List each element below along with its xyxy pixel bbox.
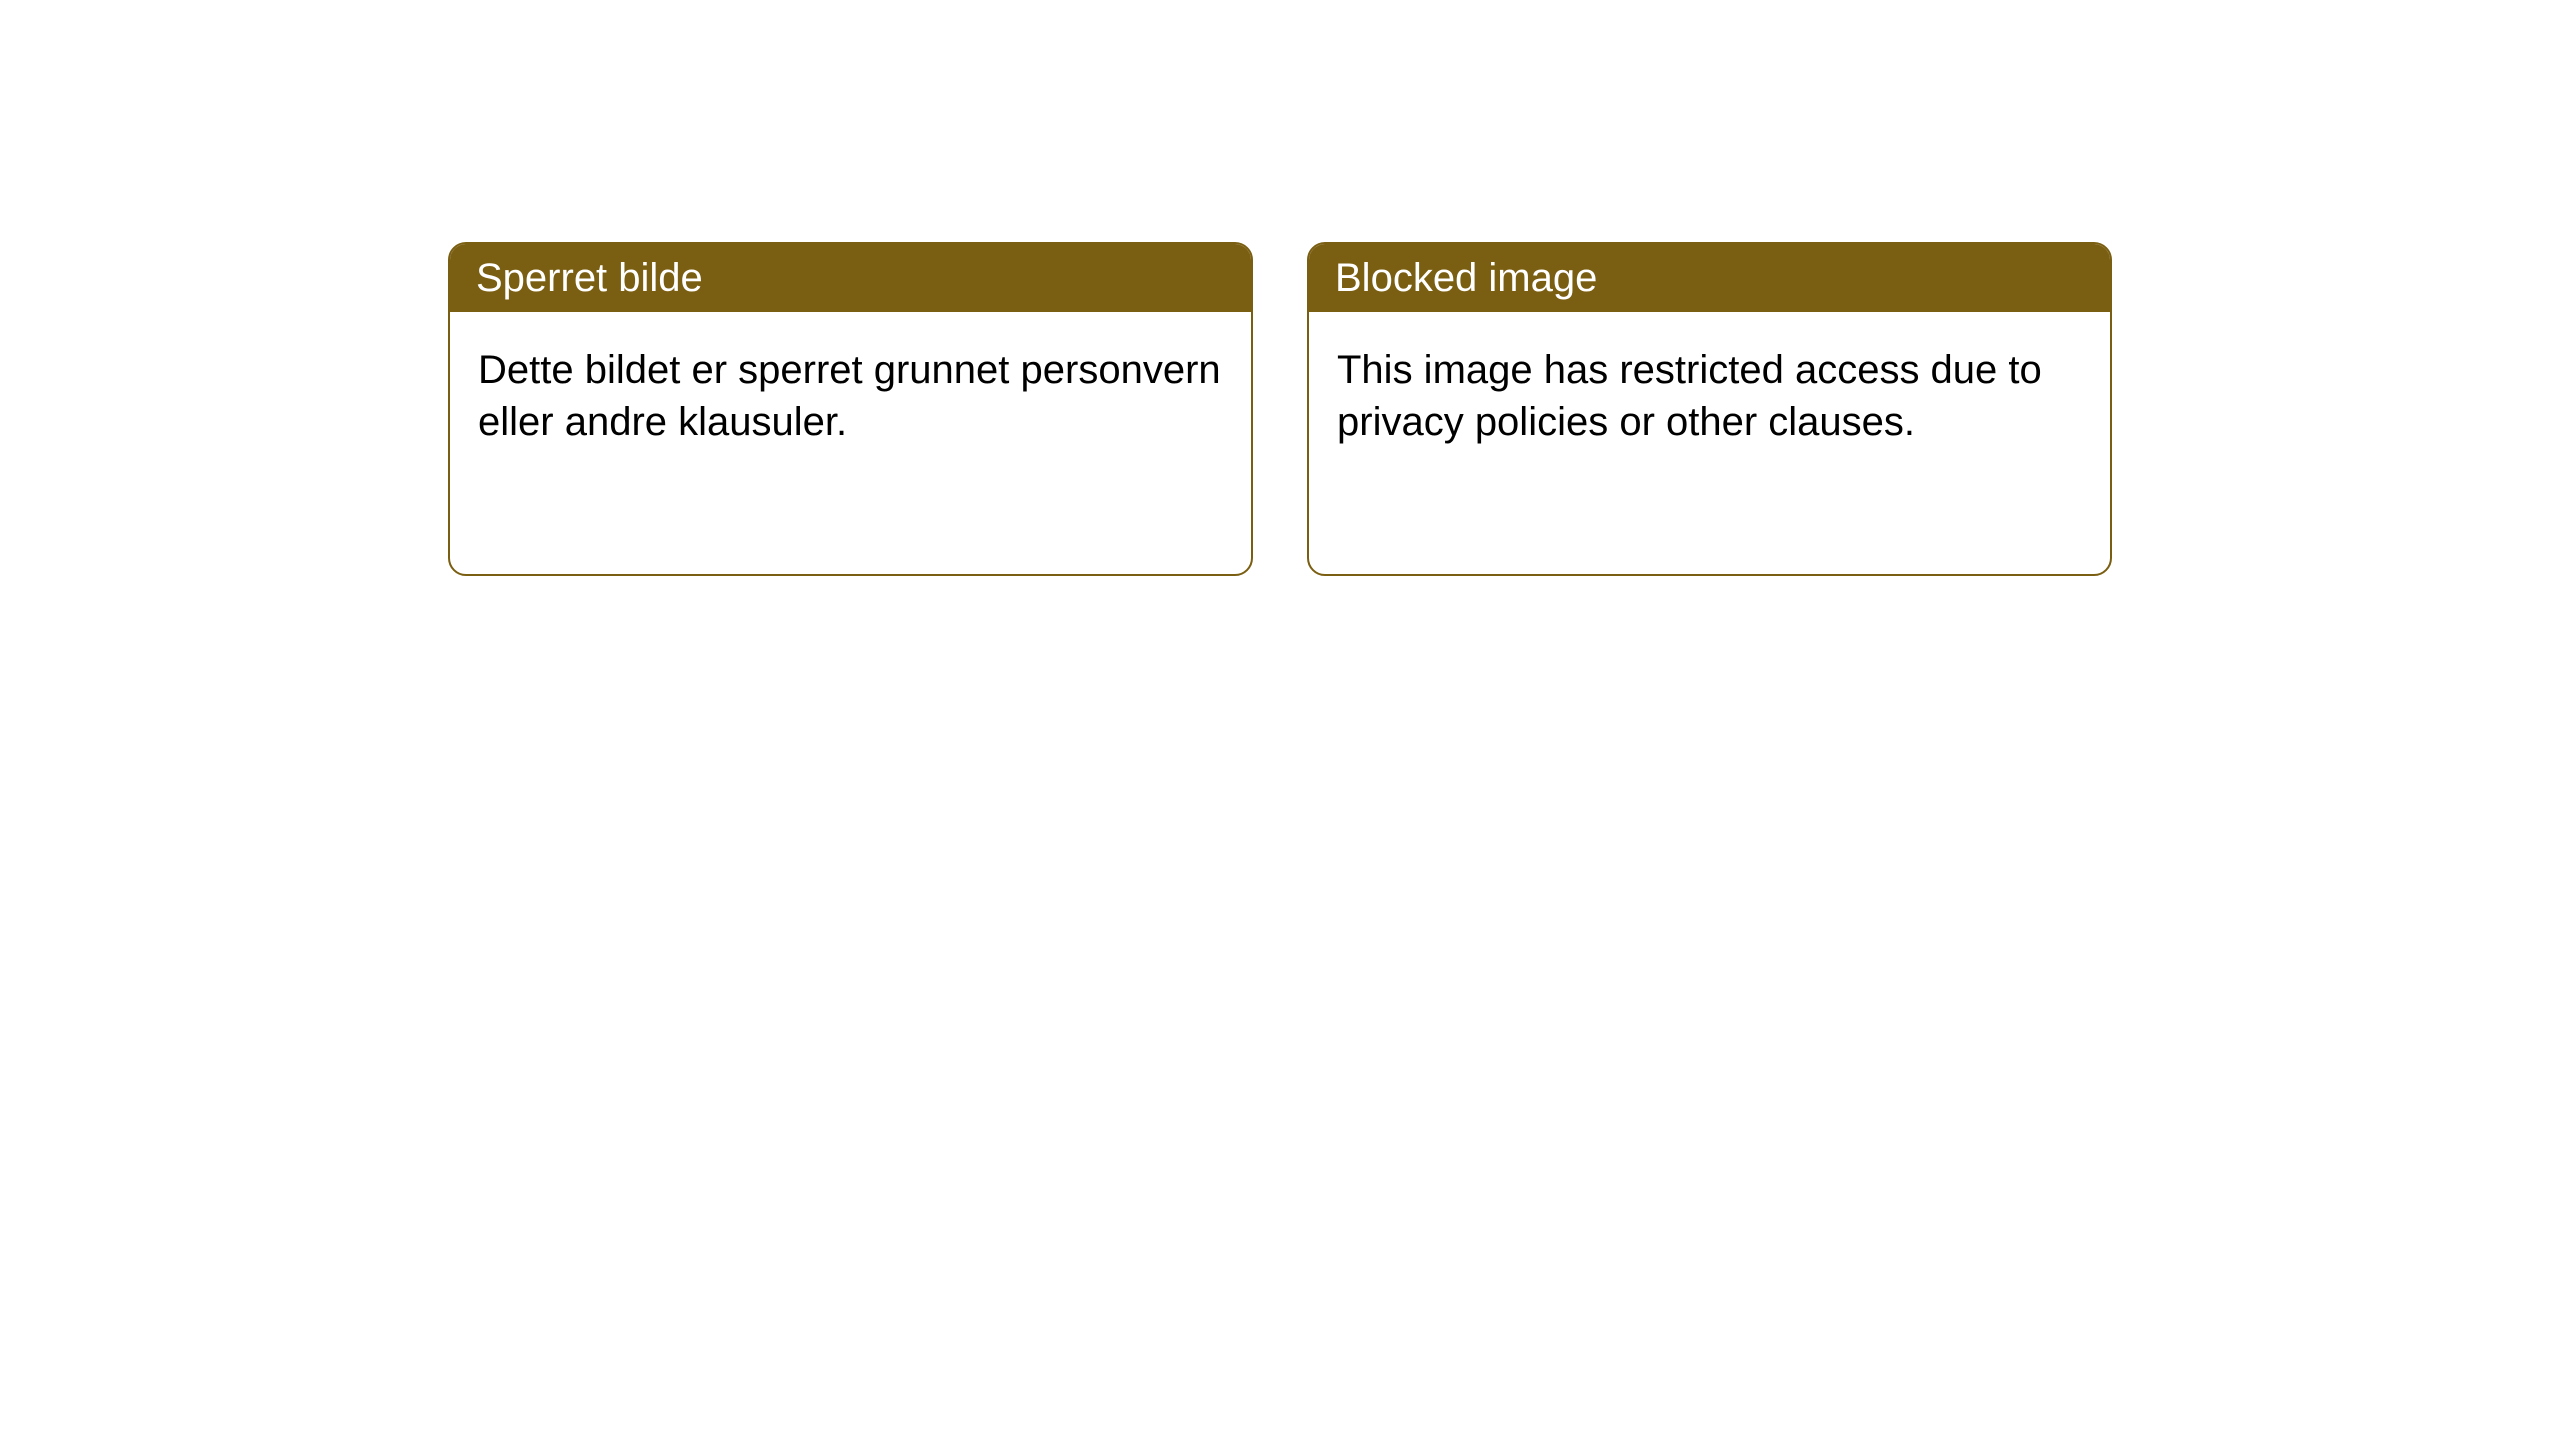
notice-title: Sperret bilde bbox=[476, 256, 703, 300]
notice-card-english: Blocked image This image has restricted … bbox=[1307, 242, 2112, 576]
notice-title: Blocked image bbox=[1335, 256, 1597, 300]
notice-body: This image has restricted access due to … bbox=[1309, 312, 2110, 480]
notice-header: Blocked image bbox=[1309, 244, 2110, 312]
notice-body-text: This image has restricted access due to … bbox=[1337, 348, 2042, 444]
notice-cards-container: Sperret bilde Dette bildet er sperret gr… bbox=[448, 242, 2112, 576]
notice-body-text: Dette bildet er sperret grunnet personve… bbox=[478, 348, 1221, 444]
notice-card-norwegian: Sperret bilde Dette bildet er sperret gr… bbox=[448, 242, 1253, 576]
notice-body: Dette bildet er sperret grunnet personve… bbox=[450, 312, 1251, 480]
notice-header: Sperret bilde bbox=[450, 244, 1251, 312]
